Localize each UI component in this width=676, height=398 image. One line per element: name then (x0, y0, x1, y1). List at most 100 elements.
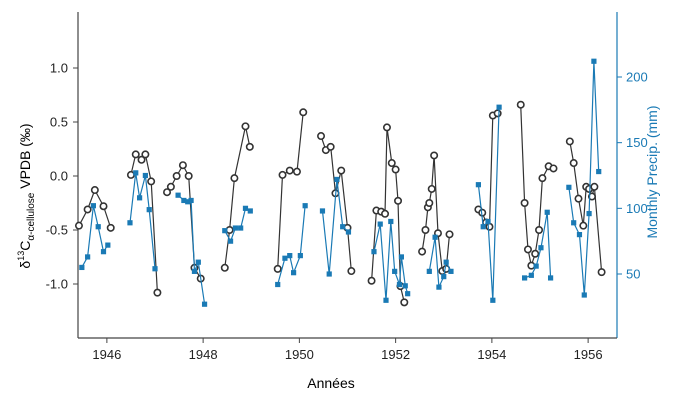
precip-point (432, 234, 438, 240)
isotope-point (430, 151, 439, 160)
isotope-point (106, 223, 115, 232)
left-y-title-c: C (17, 241, 33, 251)
precip-point (377, 221, 383, 227)
precip-point (232, 225, 238, 231)
isotope-point (131, 150, 140, 159)
precip-point (371, 249, 377, 255)
x-tick-label: 1950 (285, 347, 314, 362)
precip-point (441, 274, 447, 280)
precip-point (496, 104, 502, 110)
isotope-point (99, 202, 108, 211)
series-layer (74, 58, 606, 307)
precip-point (185, 199, 191, 205)
precip-point (576, 232, 583, 238)
isotope-point (493, 109, 502, 118)
left-y-tick-label: -0.5 (46, 223, 68, 238)
precip-point (480, 224, 486, 230)
right-y-tick-label: 150 (626, 135, 648, 150)
isotope-point (590, 182, 599, 191)
precip-series-line (477, 107, 500, 301)
precip-point (448, 268, 454, 274)
precip-point (242, 205, 249, 211)
precip-point (392, 268, 398, 274)
precip-point (443, 259, 449, 265)
x-axis-title: Années (307, 375, 354, 391)
isotope-point (421, 226, 430, 235)
precip-point (247, 208, 253, 214)
precip-point (127, 220, 133, 226)
isotope-point (382, 123, 391, 132)
isotope-point (445, 230, 454, 239)
precip-point (79, 264, 85, 271)
isotope-series-line (320, 135, 352, 272)
precip-point (475, 182, 481, 188)
precip-point (319, 208, 326, 214)
isotope-point (597, 268, 606, 277)
precip-point (544, 209, 550, 215)
precip-point (586, 210, 592, 217)
isotope-point (172, 172, 181, 181)
isotope-point (516, 100, 525, 109)
x-tick-label: 1948 (189, 347, 218, 362)
precip-series-line (129, 172, 156, 269)
left-y-tick-label: 0.0 (50, 169, 68, 184)
precip-point (85, 254, 91, 260)
precip-point (222, 228, 228, 234)
left-y-tick-label: 0.5 (50, 115, 68, 130)
precip-point (227, 238, 234, 244)
precip-point (137, 195, 143, 201)
precip-point (340, 224, 346, 230)
isotope-point (579, 221, 588, 230)
precip-point (581, 292, 587, 298)
isotope-point (166, 182, 175, 191)
left-y-tick-label: 1.0 (50, 61, 68, 76)
precip-point (326, 271, 332, 277)
isotope-series-line (166, 163, 202, 279)
isotope-point (220, 263, 229, 272)
isotope-point (367, 276, 376, 285)
precip-point (405, 291, 411, 297)
isotope-point (391, 165, 400, 174)
precip-series-line (568, 61, 600, 296)
precip-point (282, 255, 288, 261)
precip-point (181, 197, 187, 204)
precip-point (191, 268, 198, 274)
isotope-point (90, 186, 99, 195)
ticks-layer: 1946 1948 1950 1952 1954 1956 1.0 0.5 0.0 -0.5 -1.… (46, 61, 648, 363)
precip-point (90, 203, 96, 209)
precip-point (105, 242, 111, 248)
isotope-point (535, 226, 544, 235)
isotope-point (178, 161, 187, 170)
precip-point (485, 218, 491, 225)
left-y-title-sup: 13 (16, 251, 26, 261)
isotope-point (184, 172, 193, 181)
x-tick-label: 1946 (92, 347, 121, 362)
left-y-title-tail: VPDB (‰) (17, 123, 33, 192)
precip-point (334, 176, 340, 183)
right-y-tick-label: 100 (626, 201, 648, 216)
precip-point (566, 184, 572, 190)
precip-point (402, 283, 408, 289)
isotope-point (241, 122, 250, 131)
isotope-point (425, 199, 434, 208)
precip-point (238, 225, 244, 231)
isotope-point (531, 249, 540, 258)
left-y-tick-label: -1.0 (46, 277, 68, 292)
x-tick-label: 1954 (477, 347, 506, 362)
precip-point (188, 197, 194, 204)
isotope-point (299, 108, 308, 117)
isotope-series-line (277, 112, 304, 269)
left-y-title-delta: δ (17, 261, 33, 269)
isotope-point (418, 247, 427, 256)
precip-series (79, 58, 602, 307)
precip-point (490, 297, 496, 303)
precip-point (533, 263, 539, 269)
precip-point (596, 168, 602, 175)
precip-point (297, 253, 303, 259)
isotope-point (83, 205, 92, 214)
isotope-point (273, 264, 282, 273)
precip-point (436, 284, 442, 290)
isotope-point (230, 174, 239, 183)
isotope-point (74, 221, 83, 230)
isotope-point (317, 132, 326, 141)
